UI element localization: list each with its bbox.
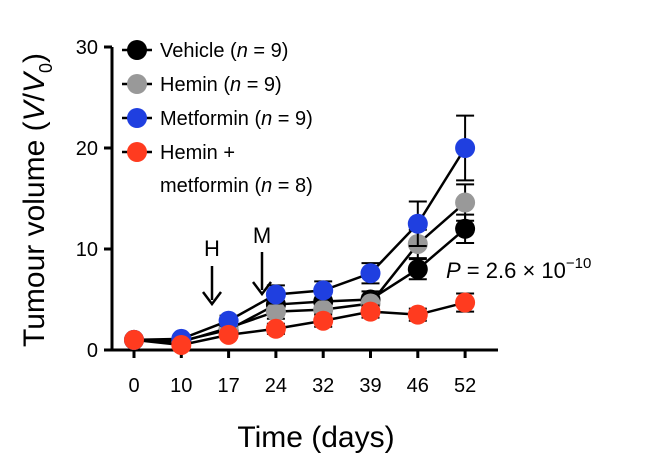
data-point-vehicle: [407, 259, 428, 280]
data-point-hemin-metformin: [360, 301, 381, 322]
legend: Vehicle (n = 9) Hemin (n = 9) Metformin …: [122, 40, 313, 197]
data-point-hemin-metformin: [218, 324, 239, 345]
legend-marker-metformin: [127, 108, 147, 128]
y-tick-label: 0: [87, 340, 98, 362]
legend-item-vehicle: Vehicle (n = 9): [122, 40, 288, 62]
data-point-hemin-metformin: [313, 310, 334, 331]
legend-marker-vehicle: [127, 40, 147, 60]
x-axis-title: Time (days): [237, 421, 394, 454]
x-tick-label: 17: [217, 375, 239, 397]
data-point-hemin-metformin: [124, 329, 144, 350]
data-point-metformin: [218, 310, 239, 331]
legend-item-hemin-metformin: Hemin + metformin (n = 8): [122, 142, 313, 197]
annotation-m-label: M: [253, 223, 271, 248]
x-tick-label: 0: [128, 375, 139, 397]
y-tick-label: 30: [76, 37, 98, 59]
x-tick-label: 10: [170, 375, 192, 397]
x-tick-label: 24: [265, 375, 287, 397]
x-ticks: 0 10 17 24 32 39 46 52: [128, 350, 476, 397]
x-tick-label: 32: [312, 375, 334, 397]
data-point-hemin: [455, 192, 476, 213]
x-tick-label: 52: [454, 375, 476, 397]
data-point-hemin: [265, 301, 286, 322]
legend-marker-hemin: [127, 74, 147, 94]
legend-label-hemin-metformin-line2: metformin (n = 8): [160, 175, 313, 197]
annotation-h: H: [202, 236, 222, 307]
legend-marker-hemin-metformin: [127, 142, 147, 162]
p-value-annotation: P = 2.6 × 10−10: [446, 255, 591, 283]
series-metformin: [124, 114, 476, 350]
data-point-metformin: [407, 213, 428, 234]
legend-label-metformin: Metformin (n = 9): [160, 108, 313, 130]
data-point-hemin-metformin: [455, 292, 476, 313]
y-tick-label: 10: [76, 239, 98, 261]
data-point-metformin: [265, 284, 286, 305]
legend-item-hemin: Hemin (n = 9): [122, 74, 282, 96]
series-layer: [124, 114, 476, 355]
y-axis-title: Tumour volume (V/V0): [18, 53, 56, 347]
y-tick-label: 20: [76, 138, 98, 160]
legend-label-hemin-metformin-line1: Hemin +: [160, 142, 235, 164]
legend-item-metformin: Metformin (n = 9): [122, 108, 313, 130]
x-tick-label: 39: [359, 375, 381, 397]
legend-label-vehicle: Vehicle (n = 9): [160, 40, 288, 62]
data-point-metformin: [455, 138, 476, 158]
data-point-hemin-metformin: [171, 334, 192, 355]
annotation-h-label: H: [204, 236, 220, 261]
annotation-m: M: [252, 223, 272, 297]
data-point-metformin: [313, 280, 334, 301]
y-ticks: 0 10 20 30: [76, 37, 112, 362]
series-hemin-metformin: [124, 292, 476, 355]
legend-label-hemin: Hemin (n = 9): [160, 74, 282, 96]
data-point-metformin: [360, 263, 381, 284]
x-tick-label: 46: [407, 375, 429, 397]
data-point-hemin-metformin: [407, 304, 428, 325]
data-point-vehicle: [455, 218, 476, 239]
data-point-hemin-metformin: [265, 318, 286, 339]
